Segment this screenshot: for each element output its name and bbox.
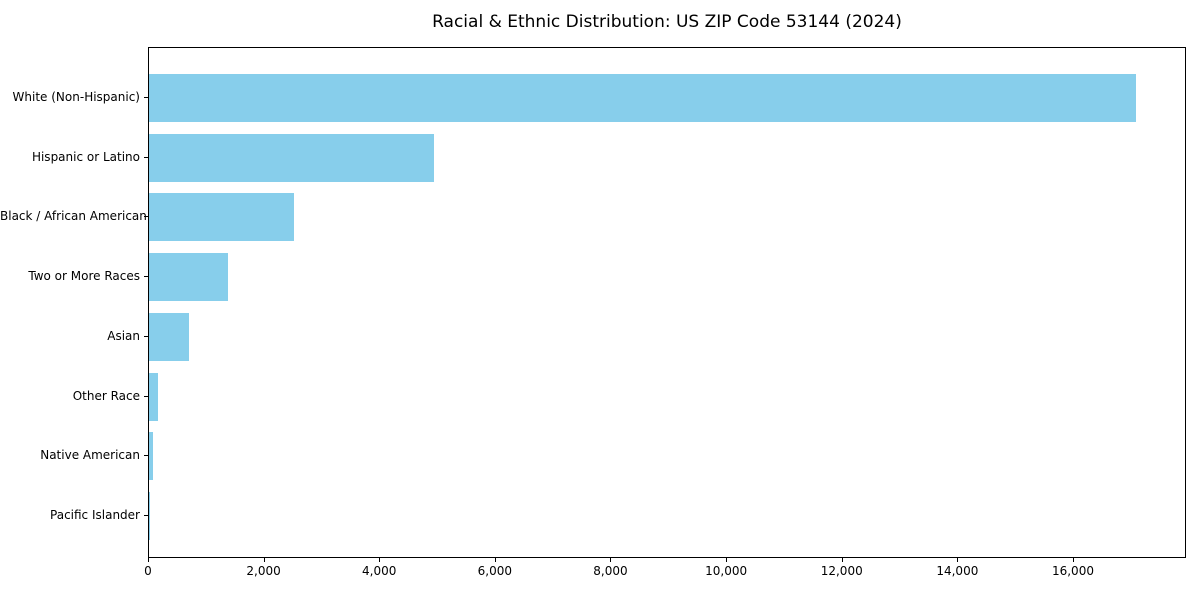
x-axis-tick-label: 8,000 (593, 564, 628, 578)
x-tick-mark (610, 558, 612, 562)
y-axis-label: White (Non-Hispanic) (12, 90, 140, 104)
y-axis-label: Native American (40, 448, 140, 463)
x-axis-tick-label: 16,000 (1051, 564, 1094, 578)
bar (149, 133, 435, 182)
bar (149, 491, 150, 540)
x-tick-mark (494, 558, 496, 562)
x-axis-tick-label: 14,000 (936, 564, 979, 578)
bar (149, 312, 189, 361)
x-tick-mark (841, 558, 843, 562)
bar (149, 253, 229, 302)
y-tick-mark (144, 97, 148, 98)
y-axis-label: Hispanic or Latino (31, 149, 140, 164)
y-axis-label: Two or More Races (28, 269, 140, 284)
x-axis-tick-label: 4,000 (362, 564, 397, 578)
x-axis-tick-label: 6,000 (477, 564, 513, 578)
x-tick-mark (957, 558, 959, 562)
bar (149, 432, 154, 481)
bar (149, 193, 294, 242)
y-tick-mark (144, 395, 148, 397)
x-tick-mark (726, 558, 728, 562)
x-axis-tick-label: 0 (144, 564, 152, 578)
y-tick-mark (144, 455, 148, 457)
x-axis-tick-label: 10,000 (705, 564, 748, 578)
x-axis-tick-label: 12,000 (820, 564, 863, 578)
bar (149, 74, 1136, 122)
x-tick-mark (379, 558, 381, 562)
x-axis-tick-label: 2,000 (246, 564, 281, 578)
chart-title: Racial & Ethnic Distribution: US ZIP Cod… (432, 12, 902, 32)
x-tick-mark (148, 558, 149, 562)
plot-area (148, 47, 1186, 558)
y-tick-mark (144, 156, 148, 158)
y-tick-mark (144, 276, 148, 278)
y-axis-label: Black / African American (0, 209, 147, 224)
bar (149, 372, 159, 421)
y-tick-mark (144, 514, 148, 516)
x-tick-mark (1072, 558, 1074, 562)
y-tick-mark (144, 335, 148, 337)
y-tick-mark (144, 216, 148, 218)
y-axis-label: Asian (107, 328, 140, 343)
y-axis-label: Other Race (72, 388, 140, 403)
x-tick-mark (263, 558, 265, 562)
y-axis-label: Pacific Islander (50, 507, 140, 522)
